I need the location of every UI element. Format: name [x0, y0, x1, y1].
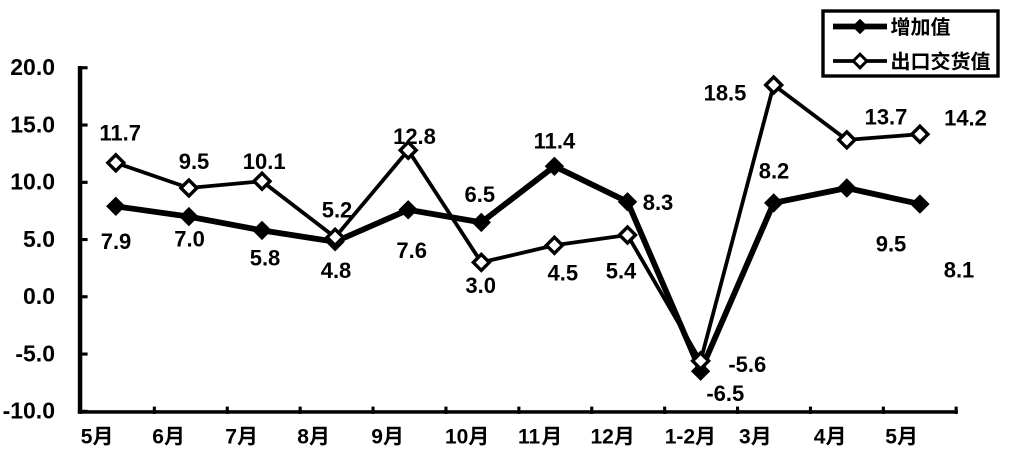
svg-text:3.0: 3.0 — [465, 273, 496, 298]
svg-text:10.0: 10.0 — [10, 169, 55, 195]
svg-text:12: 12 — [591, 426, 614, 449]
svg-text:-10.0: -10.0 — [3, 398, 55, 424]
svg-text:9.5: 9.5 — [876, 232, 907, 257]
svg-text:-5.6: -5.6 — [728, 352, 766, 377]
svg-text:1-2: 1-2 — [665, 426, 695, 449]
svg-text:4.8: 4.8 — [321, 258, 352, 283]
svg-text:14.2: 14.2 — [944, 106, 987, 131]
svg-text:11.4: 11.4 — [534, 129, 576, 154]
svg-text:3: 3 — [739, 426, 751, 449]
svg-text:9: 9 — [371, 426, 383, 449]
svg-text:7.6: 7.6 — [396, 238, 427, 263]
svg-text:18.5: 18.5 — [704, 81, 747, 106]
svg-text:-6.5: -6.5 — [706, 381, 744, 406]
svg-text:5.2: 5.2 — [322, 197, 353, 222]
svg-text:5.0: 5.0 — [23, 226, 55, 252]
svg-text:6: 6 — [152, 426, 164, 449]
svg-text:5.4: 5.4 — [606, 259, 637, 284]
svg-text:8.2: 8.2 — [759, 159, 790, 184]
svg-text:-5.0: -5.0 — [15, 340, 55, 366]
svg-text:7.9: 7.9 — [101, 229, 132, 254]
svg-text:10.1: 10.1 — [243, 149, 286, 174]
svg-text:7: 7 — [225, 426, 237, 449]
svg-text:11: 11 — [518, 426, 541, 449]
svg-text:4.5: 4.5 — [548, 260, 579, 285]
svg-text:12.8: 12.8 — [393, 124, 436, 149]
svg-text:13.7: 13.7 — [865, 105, 908, 130]
svg-text:11.7: 11.7 — [99, 120, 141, 145]
svg-text:10: 10 — [445, 426, 468, 449]
svg-text:4: 4 — [814, 426, 826, 449]
svg-text:20.0: 20.0 — [10, 54, 55, 80]
svg-text:5: 5 — [81, 426, 93, 449]
svg-text:15.0: 15.0 — [10, 111, 55, 137]
svg-text:7.0: 7.0 — [174, 226, 205, 251]
svg-text:6.5: 6.5 — [465, 182, 496, 207]
svg-text:5: 5 — [885, 426, 897, 449]
svg-text:8: 8 — [297, 426, 309, 449]
svg-text:9.5: 9.5 — [179, 149, 210, 174]
svg-text:8.3: 8.3 — [643, 190, 674, 215]
svg-text:5.8: 5.8 — [250, 246, 281, 271]
svg-text:8.1: 8.1 — [944, 258, 975, 283]
svg-text:0.0: 0.0 — [23, 283, 55, 309]
